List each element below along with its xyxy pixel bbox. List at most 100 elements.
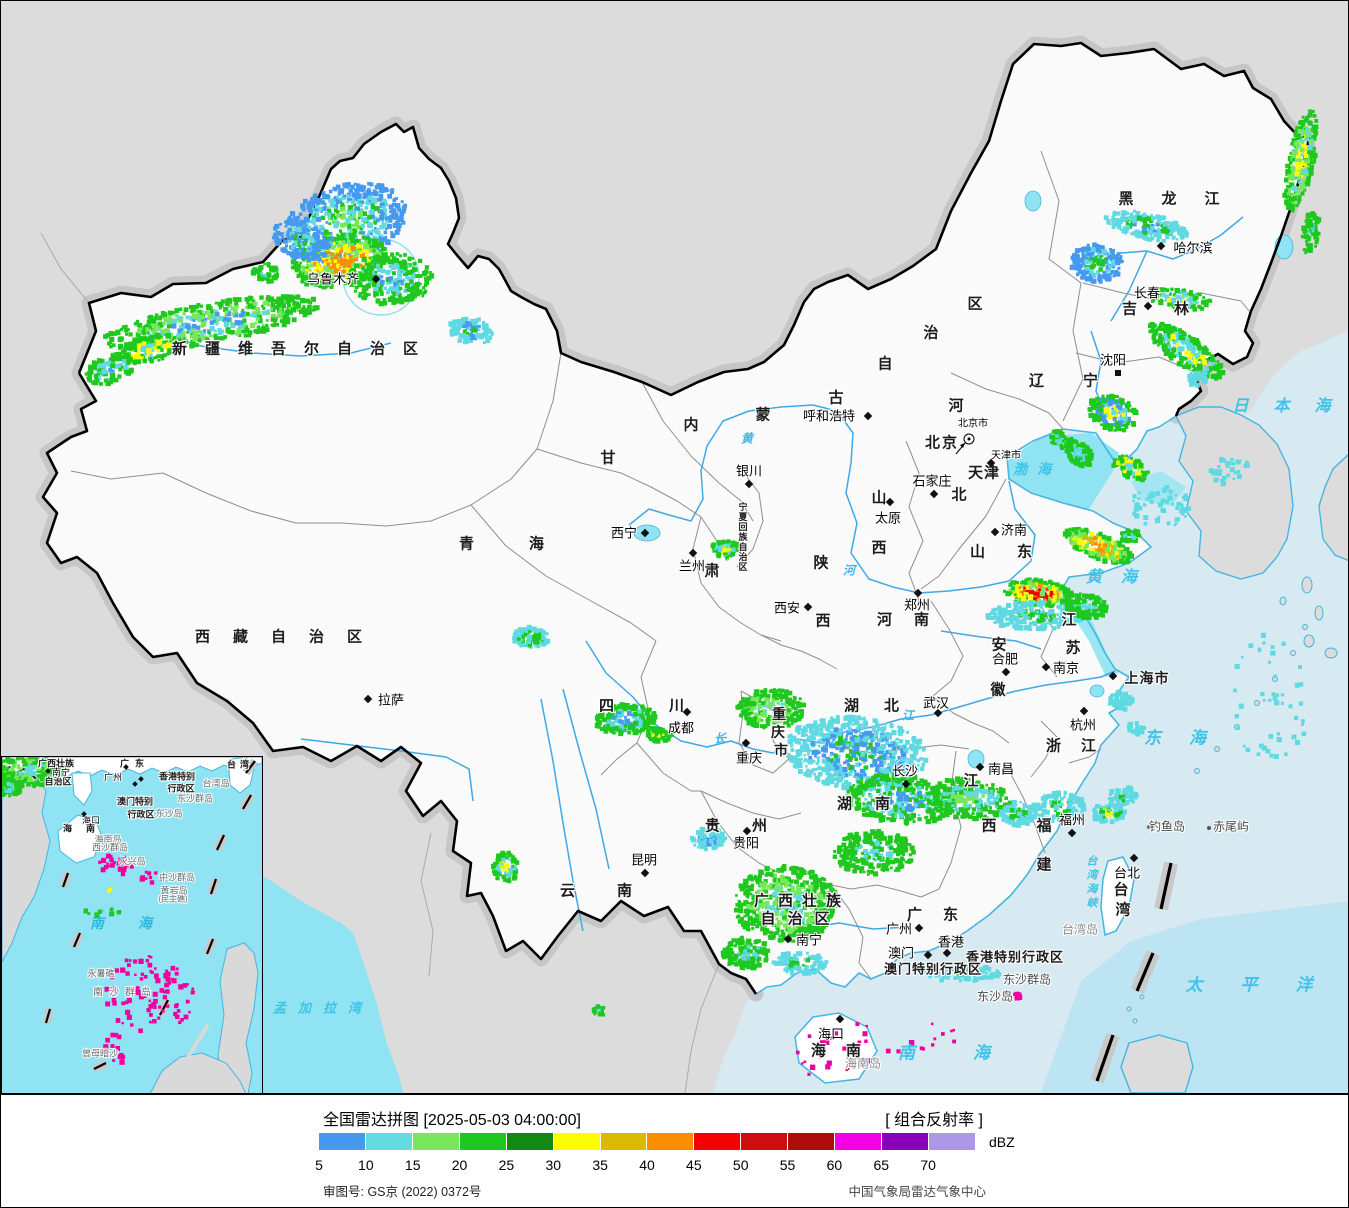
inset-leizhou: [71, 772, 93, 806]
radar-echo-cluster: [512, 624, 551, 649]
dash-line-segment: [1095, 1034, 1115, 1082]
province-boundary: [950, 372, 1064, 430]
colorbar-segment-10: [365, 1133, 412, 1150]
radar-echo-cluster: [84, 351, 137, 387]
radar-echo-cluster: [83, 907, 122, 918]
lake: [633, 524, 661, 542]
colorbar-segment-5: [319, 1133, 365, 1150]
foreign-boundary: [420, 832, 434, 977]
province-boundary: [1040, 150, 1084, 422]
radar-echo-cluster: [103, 1032, 126, 1065]
radar-echo-cluster: [104, 955, 195, 1034]
inset-dash-segment: [44, 1008, 52, 1024]
japan-island: [1303, 634, 1315, 648]
dbz-tick: 60: [826, 1157, 843, 1173]
ryukyu-island: [1290, 650, 1296, 656]
radar-echo-cluster: [735, 688, 806, 731]
inset-svg: [2, 757, 262, 1094]
radar-echo-cluster: [1132, 485, 1192, 527]
ryukyu-island: [1194, 768, 1200, 774]
river: [300, 738, 474, 802]
radar-echo-cluster: [1208, 456, 1250, 487]
beijing-leader-arrow: [960, 443, 965, 448]
national-border: [41, 372, 758, 995]
dbz-tick: 30: [545, 1157, 562, 1173]
dbz-tick: 10: [358, 1157, 374, 1173]
colorbar-segment-15: [412, 1133, 459, 1150]
foreign-boundary: [684, 963, 720, 1094]
radar-echo-cluster: [710, 539, 741, 560]
dbz-tick: 55: [779, 1157, 796, 1173]
colorbar-segment-25: [506, 1133, 553, 1150]
radar-echo-cluster: [1108, 689, 1135, 712]
korea-peninsula: [1175, 406, 1294, 580]
ryukyu-island: [1302, 624, 1308, 630]
lake: [1024, 190, 1042, 212]
province-boundary: [470, 504, 657, 642]
map-approval-number: 审图号: GS京 (2022) 0372号: [323, 1185, 482, 1199]
map-canvas: [1, 1, 1348, 1094]
radar-echo-cluster: [1282, 109, 1319, 213]
sea: [713, 329, 1348, 1093]
radar-echo-cluster: [1062, 526, 1134, 565]
radar-echo-cluster: [832, 828, 916, 877]
river: [1110, 250, 1148, 322]
dbz-colorbar: [319, 1133, 975, 1150]
inset-hainan: [57, 814, 103, 864]
radar-echo-cluster: [923, 962, 1002, 983]
radar-echo-cluster: [1103, 209, 1189, 244]
inset-dash-segment: [242, 794, 252, 810]
radar-echo-cluster: [1119, 528, 1142, 544]
japan: [1318, 453, 1348, 561]
radar-echo-cluster: [1087, 393, 1139, 433]
province-boundary: [1068, 748, 1102, 764]
radar-echo-cluster: [1065, 436, 1094, 469]
province-boundary: [641, 381, 754, 522]
province-boundary: [830, 884, 872, 980]
radar-echo-cluster: [1147, 287, 1213, 312]
colorbar-segment-60: [835, 1133, 882, 1150]
radar-echo-cluster: [348, 252, 435, 307]
dbz-tick: 20: [451, 1157, 468, 1173]
inset-sea: [2, 757, 262, 1094]
hainan-island: [794, 1012, 878, 1084]
radar-echo-cluster: [271, 220, 332, 263]
inset-dash-segment: [61, 872, 70, 888]
inset-dash-segment: [216, 834, 225, 851]
colorbar-segment-55: [788, 1133, 835, 1150]
radar-echo-cluster: [103, 294, 320, 352]
inset-dash-segment: [209, 878, 218, 895]
diaoyu-island-dot: [1147, 825, 1151, 829]
river: [562, 688, 610, 870]
radar-echo-cluster: [448, 316, 494, 345]
radar-echo-cluster: [107, 887, 113, 893]
dash-line-segment: [1135, 952, 1155, 992]
agency-credit: 中国气象局雷达气象中心: [848, 1185, 986, 1199]
inset-borneo: [149, 1052, 247, 1094]
lake: [1089, 684, 1105, 698]
radar-echo-cluster: [690, 826, 728, 852]
province-boundary: [938, 750, 962, 890]
radar-echo-cluster: [1069, 242, 1124, 284]
province-boundary: [70, 352, 562, 527]
dbz-unit-label: dBZ: [989, 1134, 1015, 1150]
radar-echo-cluster: [591, 1004, 606, 1017]
radar-echo-cluster: [885, 1022, 956, 1054]
province-boundary: [536, 448, 728, 562]
radar-echo-cluster: [734, 863, 840, 943]
ryukyu-island: [1214, 746, 1220, 752]
colorbar-segment-70: [928, 1133, 975, 1150]
radar-echo-cluster: [1107, 785, 1139, 807]
small-island: [1139, 994, 1145, 1000]
dbz-tick: 5: [315, 1157, 323, 1173]
province-boundary: [1030, 720, 1058, 778]
radar-echo-cluster: [1147, 321, 1226, 381]
radar-echo-cluster: [98, 853, 134, 877]
radar-echo-cluster: [1013, 991, 1023, 1001]
ryukyu-island: [1254, 700, 1260, 706]
province-boundary: [700, 790, 802, 820]
radar-echo-cluster: [645, 726, 674, 744]
small-island: [1132, 1018, 1138, 1024]
colorbar-segment-50: [741, 1133, 788, 1150]
